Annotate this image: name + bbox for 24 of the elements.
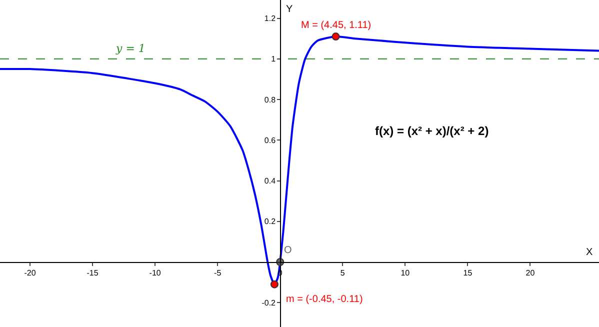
annotation: m = (-0.45, -0.11) — [286, 294, 363, 305]
ref-line-label: y = 1 — [115, 42, 146, 55]
x-tick-label: -10 — [149, 268, 162, 278]
y-tick-label: 0.6 — [264, 136, 276, 145]
point — [270, 280, 278, 288]
x-tick-label: -15 — [86, 268, 99, 278]
x-tick-label: -5 — [214, 268, 222, 278]
x-tick-label: 20 — [526, 268, 536, 278]
x-axis-title: X — [586, 247, 593, 258]
y-tick-label: 0.4 — [264, 176, 276, 186]
y-tick-label: 1.2 — [264, 14, 276, 24]
x-tick-label: 5 — [340, 268, 346, 278]
annotation: O — [284, 245, 292, 256]
annotation: M = (4.45, 1.11) — [301, 20, 372, 31]
x-tick-label: 10 — [400, 268, 410, 278]
x-tick-label: -20 — [24, 268, 36, 278]
y-tick-label: 0.8 — [264, 95, 276, 104]
y-tick-label: 1 — [271, 54, 276, 64]
x-tick-label: 15 — [463, 268, 473, 278]
annotation: f(x) = (x² + x)/(x² + 2) — [375, 124, 489, 138]
point — [332, 32, 340, 41]
y-axis-title: Y — [286, 4, 293, 15]
y-tick-label: 0.2 — [264, 217, 276, 226]
y-tick-label: -0.2 — [262, 298, 276, 308]
